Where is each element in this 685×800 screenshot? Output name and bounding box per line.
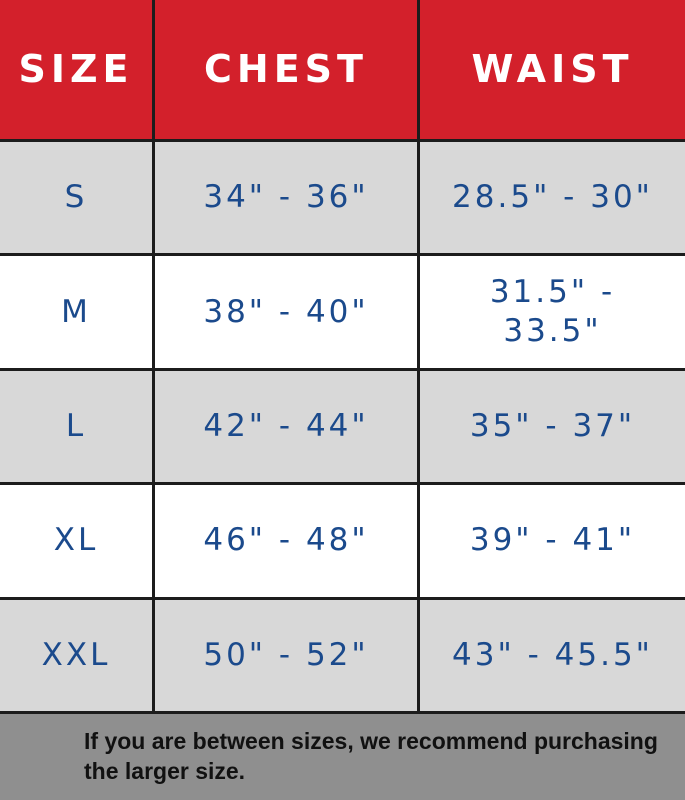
size-chart-table: SIZE CHEST WAIST S 34" - 36" 28.5" - 30"… [0,0,685,714]
waist-cell: 31.5" - 33.5" [420,256,685,371]
chest-cell: 42" - 44" [155,370,420,486]
chest-cell: 38" - 40" [155,256,420,371]
size-cell: XXL [0,599,155,714]
header-size: SIZE [0,0,155,142]
waist-cell: 39" - 41" [420,485,685,600]
size-recommendation-note: If you are between sizes, we recommend p… [0,714,685,800]
chest-cell: 46" - 48" [155,485,420,600]
size-cell: L [0,370,155,486]
waist-cell: 28.5" - 30" [420,142,685,257]
chest-cell: 34" - 36" [155,142,420,257]
waist-cell: 35" - 37" [420,370,685,486]
size-cell: XL [0,485,155,600]
chest-cell: 50" - 52" [155,599,420,714]
header-waist: WAIST [420,0,685,142]
size-cell: S [0,142,155,257]
waist-cell: 43" - 45.5" [420,599,685,714]
size-cell: M [0,256,155,371]
header-chest: CHEST [155,0,420,142]
